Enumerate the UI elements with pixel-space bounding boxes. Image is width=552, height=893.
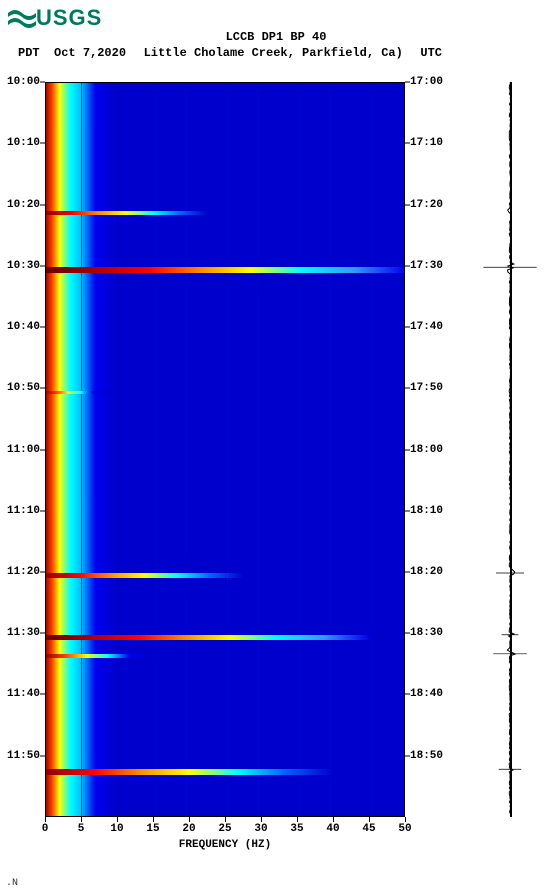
spectrogram-chart <box>45 82 405 817</box>
utc-tick: 18:10 <box>410 505 443 517</box>
pdt-tick: 10:40 <box>7 321 40 333</box>
utc-tick: 17:40 <box>410 321 443 333</box>
utc-tick: 18:40 <box>410 688 443 700</box>
wave-icon <box>8 7 36 29</box>
pdt-tick: 11:00 <box>7 444 40 456</box>
freq-tick: 5 <box>78 823 85 835</box>
title-block: LCCB DP1 BP 40 PDT Oct 7,2020 Little Cho… <box>0 30 552 61</box>
freq-tick: 35 <box>290 823 303 835</box>
title-line1: LCCB DP1 BP 40 <box>0 30 552 46</box>
freq-tick: 45 <box>362 823 375 835</box>
freq-tick: 50 <box>398 823 411 835</box>
title-center: Little Cholame Creek, Parkfield, Ca) <box>144 46 403 62</box>
seismogram-trace <box>480 82 540 817</box>
pdt-tick: 11:40 <box>7 688 40 700</box>
tz-right: UTC <box>420 46 442 62</box>
utc-tick: 17:20 <box>410 199 443 211</box>
freq-tick: 10 <box>110 823 123 835</box>
footer-mark: .N <box>6 878 18 889</box>
tz-left: PDT <box>18 46 40 60</box>
pdt-tick: 10:30 <box>7 260 40 272</box>
date-label: Oct 7,2020 <box>54 46 126 60</box>
freq-tick: 30 <box>254 823 267 835</box>
utc-tick: 18:30 <box>410 627 443 639</box>
logo-text: USGS <box>36 5 102 31</box>
freq-tick: 15 <box>146 823 159 835</box>
x-axis-label: FREQUENCY (HZ) <box>179 839 271 851</box>
utc-tick: 17:10 <box>410 137 443 149</box>
freq-tick: 25 <box>218 823 231 835</box>
freq-tick: 0 <box>42 823 49 835</box>
pdt-tick: 11:30 <box>7 627 40 639</box>
pdt-tick: 11:10 <box>7 505 40 517</box>
utc-axis: 17:0017:1017:2017:3017:4017:5018:0018:10… <box>405 82 455 817</box>
utc-tick: 17:00 <box>410 76 443 88</box>
usgs-logo: USGS <box>8 5 102 31</box>
pdt-tick: 10:50 <box>7 382 40 394</box>
utc-tick: 17:30 <box>410 260 443 272</box>
pdt-tick: 11:50 <box>7 750 40 762</box>
freq-tick: 20 <box>182 823 195 835</box>
utc-tick: 18:20 <box>410 566 443 578</box>
pdt-axis: 10:0010:1010:2010:3010:4010:5011:0011:10… <box>0 82 45 817</box>
pdt-tick: 10:10 <box>7 137 40 149</box>
pdt-tick: 10:20 <box>7 199 40 211</box>
utc-tick: 17:50 <box>410 382 443 394</box>
freq-tick: 40 <box>326 823 339 835</box>
pdt-tick: 11:20 <box>7 566 40 578</box>
pdt-tick: 10:00 <box>7 76 40 88</box>
utc-tick: 18:50 <box>410 750 443 762</box>
utc-tick: 18:00 <box>410 444 443 456</box>
